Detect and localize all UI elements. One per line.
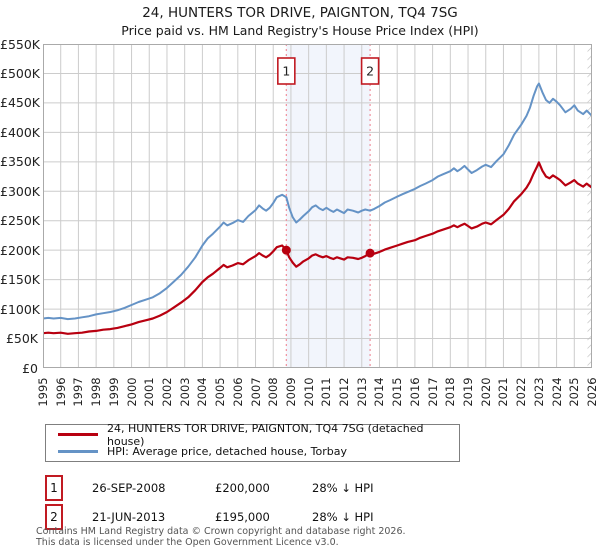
x-tick-label: 2014 [372,377,387,407]
x-tick-label: 2026 [585,377,599,407]
future-hatch [587,44,592,368]
x-tick-label: 2002 [159,377,174,407]
x-tick-label: 2001 [142,377,157,407]
x-tick-label: 2015 [390,377,405,407]
x-tick-label: 2023 [531,377,546,407]
x-tick-label: 2012 [337,377,352,407]
legend: 24, HUNTERS TOR DRIVE, PAIGNTON, TQ4 7SG… [45,422,460,462]
x-axis: 1995 1996 1997 1998 1999 2000 2001 2002 2003 2004… [36,368,599,418]
sale-point-1 [281,245,291,255]
x-tick-label: 2025 [567,377,582,407]
sale-annotation-box-1 [277,57,296,85]
x-tick-label: 2016 [407,377,422,407]
sale-annotation-number-1: 1 [282,64,290,79]
transaction-date: 26-SEP-2008 [92,481,166,495]
y-tick-label: £250K [0,213,41,229]
transaction-number-1: 1 [45,475,63,501]
y-tick-label: £350K [0,154,41,170]
legend-row-hpi: HPI: Average price, detached house, Torb… [58,445,459,458]
x-tick-label: 1995 [36,377,50,407]
x-tick-label: 2022 [514,377,529,407]
y-tick-label: £150K [0,272,41,288]
x-tick-label: 2024 [549,377,564,407]
transaction-row-1: 1 26-SEP-2008 £200,000 28% ↓ HPI [0,475,600,501]
transaction-number-2: 2 [45,504,63,530]
footer: Contains HM Land Registry data © Crown c… [36,526,596,548]
footer-line-1: Contains HM Land Registry data © Crown c… [36,526,406,537]
sale-period-shading [286,44,371,368]
x-tick-label: 2019 [461,377,476,407]
chart-subtitle: Price paid vs. HM Land Registry's House … [121,23,479,38]
x-tick-label: 2007 [248,377,263,407]
x-tick-label: 1998 [89,377,104,407]
transaction-vs-hpi: 28% ↓ HPI [312,481,374,495]
legend-swatch-hpi [58,450,98,453]
legend-swatch-price_paid [58,433,98,436]
y-axis: £0 £50K £100K £150K £200K £250K £300K £350K £400… [0,37,41,376]
gridlines [43,44,592,368]
transaction-price: £200,000 [215,481,270,495]
transaction-price: £195,000 [215,510,270,524]
footer-line-2: This data is licensed under the Open Gov… [36,536,339,548]
y-tick-label: £100K [0,301,41,317]
x-tick-label: 1997 [71,377,86,407]
x-tick-label: 2008 [266,377,281,407]
x-tick-label: 2013 [354,377,369,407]
chart-title: 24, HUNTERS TOR DRIVE, PAIGNTON, TQ4 7SG [142,5,458,21]
x-tick-label: 2003 [177,377,192,407]
y-tick-label: £500K [0,65,41,81]
transaction-date: 21-JUN-2013 [92,510,166,524]
y-tick-label: £550K [0,36,41,52]
x-tick-label: 2018 [443,377,458,407]
sale-annotation-box-2 [360,57,380,85]
x-tick-label: 2010 [301,377,316,407]
x-tick-label: 1996 [53,377,68,407]
x-tick-label: 1999 [106,377,121,407]
legend-label-hpi: HPI: Average price, detached house, Torb… [107,445,347,458]
legend-row-price_paid: 24, HUNTERS TOR DRIVE, PAIGNTON, TQ4 7SG… [58,422,459,448]
property-series-line [43,161,592,335]
y-tick-label: £50K [5,331,38,347]
x-tick-label: 2009 [283,377,298,407]
y-tick-label: £400K [0,124,41,140]
x-tick-label: 2005 [213,377,228,407]
y-tick-label: £450K [0,95,41,111]
y-tick-label: £200K [0,242,41,258]
legend-label-price_paid: 24, HUNTERS TOR DRIVE, PAIGNTON, TQ4 7SG… [107,421,424,448]
y-tick-label: £0 [22,360,38,376]
x-tick-label: 2017 [425,377,440,407]
transaction-vs-hpi: 28% ↓ HPI [312,510,374,524]
transaction-row-2: 2 21-JUN-2013 £195,000 28% ↓ HPI [0,504,600,530]
plot-border [43,44,592,368]
x-tick-label: 2020 [478,377,493,407]
x-tick-label: 2004 [195,377,210,407]
y-tick-label: £300K [0,183,41,199]
sale-point-2 [365,248,375,258]
sale-annotation-number-2: 2 [366,64,374,79]
x-tick-label: 2000 [124,377,139,407]
x-tick-label: 2006 [230,377,245,407]
hpi-series-line [43,82,592,321]
x-tick-label: 2011 [319,377,334,407]
x-tick-label: 2021 [496,377,511,407]
